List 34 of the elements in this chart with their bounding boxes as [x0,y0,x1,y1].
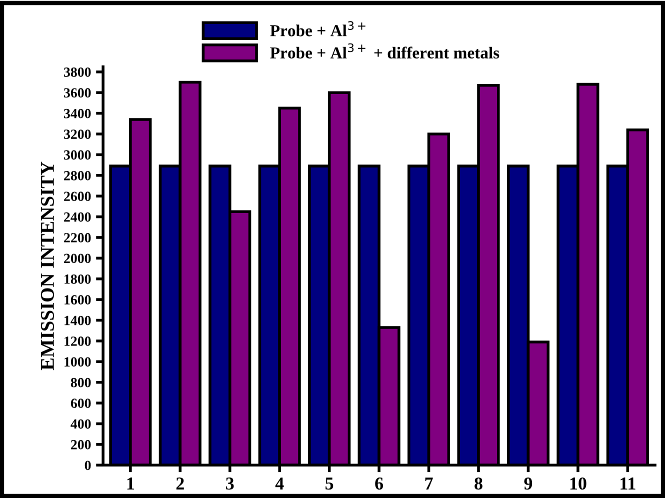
legend-label: Probe + Al$^{3+}$ [270,21,366,36]
y-tick-label: 2200 [64,233,91,242]
x-tick-label: 9 [524,478,532,490]
y-tick-label: 3600 [64,88,91,98]
y-tick-label: 1800 [64,274,91,284]
y-tick-label: 3400 [64,108,91,118]
y-tick-label: 3000 [64,150,91,160]
y-tick-label: 1000 [64,357,91,367]
x-tick-label: 7 [425,478,433,490]
y-tick-label: 2400 [64,212,91,222]
legend-label: Probe + Al$^{3+}$ + different metals [270,43,500,59]
y-tick-label: 2800 [64,170,91,180]
y-tick-label: 3800 [64,67,91,77]
y-tick-label: 1200 [64,336,91,346]
y-tick-label: 1600 [64,295,91,305]
y-tick-label: 2600 [64,192,91,202]
x-tick-label: 8 [474,477,482,490]
x-tick-label: 2 [176,478,184,490]
y-tick-label: 0 [84,460,91,470]
y-tick-label: 2000 [64,254,91,264]
x-tick-label: 1 [127,478,134,490]
x-tick-label: 11 [620,478,636,490]
x-tick-label: 3 [226,478,234,490]
y-tick-label: 1400 [64,316,91,326]
x-tick-label: 4 [275,478,284,490]
x-tick-label: 10 [570,477,586,490]
y-tick-label: 600 [70,398,91,408]
x-tick-label: 5 [326,478,334,490]
y-tick-label: 400 [70,419,91,429]
x-tick-label: 6 [375,478,384,490]
y-tick-label: 3200 [64,130,91,139]
y-tick-label: 800 [70,378,91,388]
y-tick-label: 200 [71,440,91,450]
y-axis-title: EMISSION INTENSITY [40,162,54,370]
